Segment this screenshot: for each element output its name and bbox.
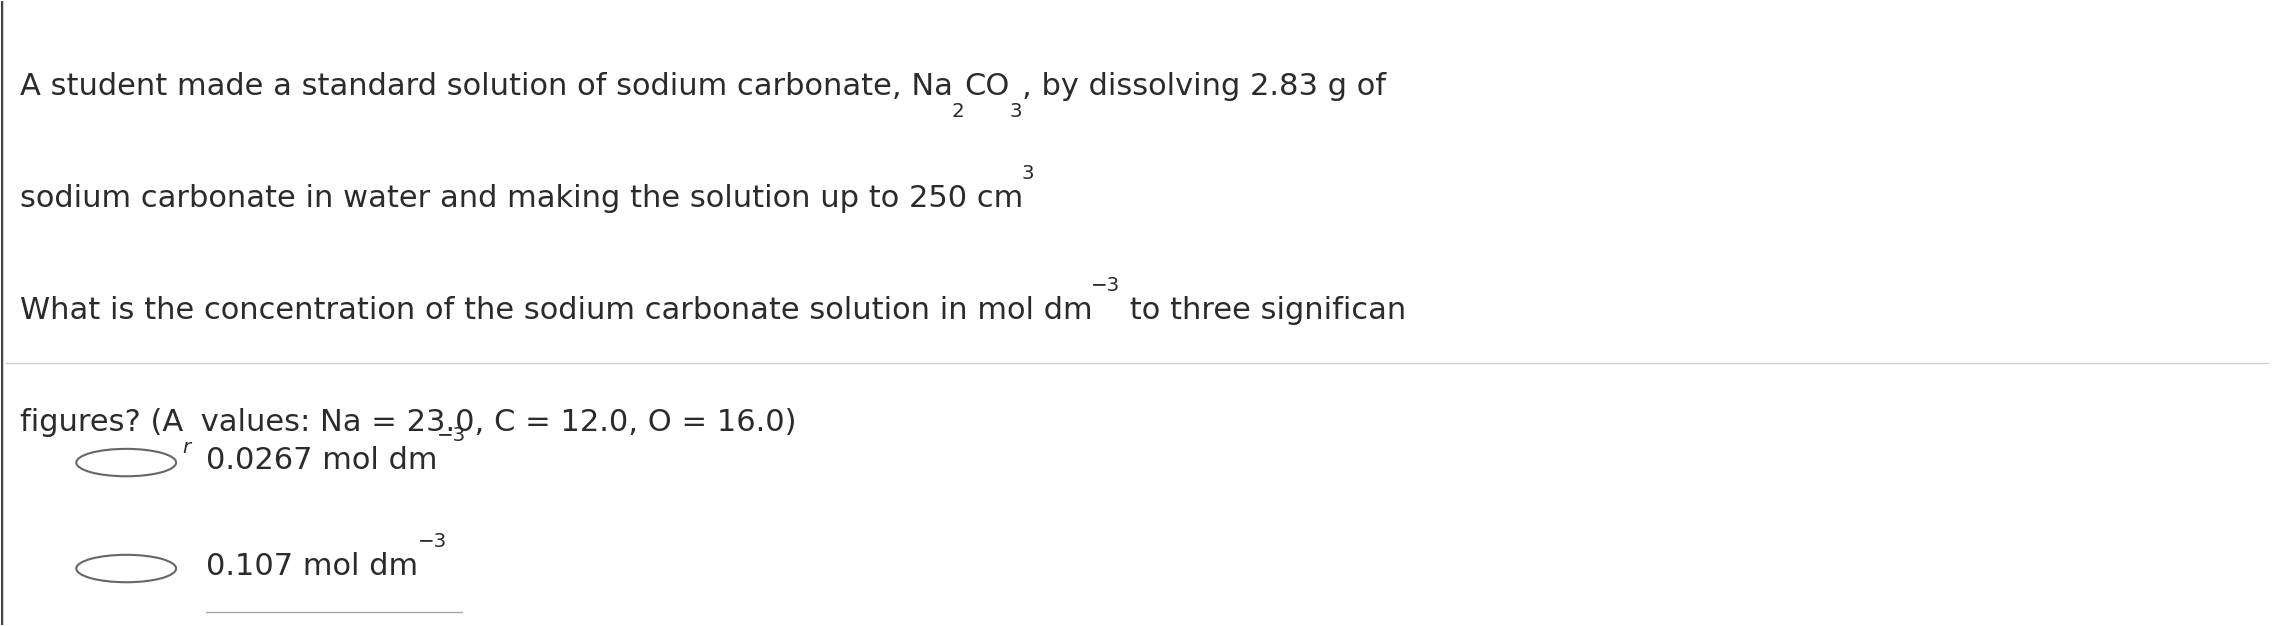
Text: , by dissolving 2.83 g of: , by dissolving 2.83 g of [1022, 72, 1386, 101]
Text: 3: 3 [1022, 164, 1034, 183]
Text: sodium carbonate in water and making the solution up to 250 cm: sodium carbonate in water and making the… [20, 184, 1022, 213]
Text: r: r [182, 438, 191, 457]
Text: figures? (A: figures? (A [20, 408, 182, 438]
Text: values: Na = 23.0, C = 12.0, O = 16.0): values: Na = 23.0, C = 12.0, O = 16.0) [191, 408, 795, 438]
Text: 3: 3 [1009, 101, 1022, 121]
Text: 2: 2 [952, 101, 963, 121]
Text: −3: −3 [436, 426, 466, 444]
Text: A student made a standard solution of sodium carbonate, Na: A student made a standard solution of so… [20, 72, 952, 101]
Text: What is the concentration of the sodium carbonate solution in mol dm: What is the concentration of the sodium … [20, 296, 1093, 326]
Text: CO: CO [963, 72, 1009, 101]
Text: −3: −3 [418, 531, 448, 551]
Text: 0.107 mol dm: 0.107 mol dm [207, 552, 418, 581]
Text: to three significan: to three significan [1120, 296, 1406, 326]
Text: −3: −3 [1091, 276, 1120, 295]
Text: 0.0267 mol dm: 0.0267 mol dm [207, 446, 436, 475]
